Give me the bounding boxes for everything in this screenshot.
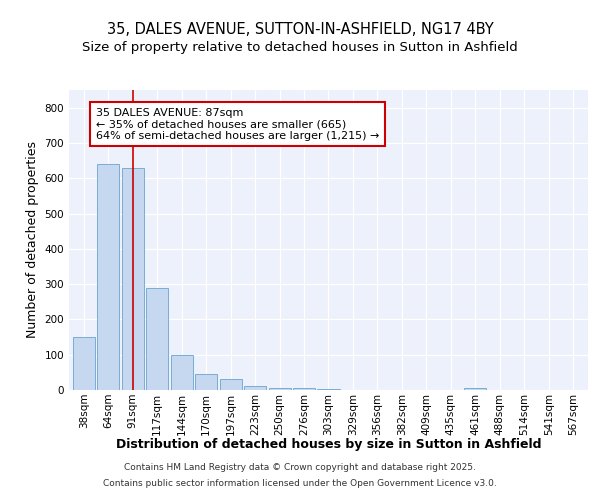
Bar	[146, 288, 168, 390]
Y-axis label: Number of detached properties: Number of detached properties	[26, 142, 39, 338]
Bar	[122, 168, 143, 390]
Text: Contains public sector information licensed under the Open Government Licence v3: Contains public sector information licen…	[103, 478, 497, 488]
Text: 35 DALES AVENUE: 87sqm
← 35% of detached houses are smaller (665)
64% of semi-de: 35 DALES AVENUE: 87sqm ← 35% of detached…	[96, 108, 379, 141]
X-axis label: Distribution of detached houses by size in Sutton in Ashfield: Distribution of detached houses by size …	[116, 438, 541, 450]
Bar	[170, 354, 193, 390]
Bar	[97, 164, 119, 390]
Bar	[195, 374, 217, 390]
Bar	[269, 388, 290, 390]
Bar	[244, 386, 266, 390]
Bar	[73, 337, 95, 390]
Bar	[464, 388, 487, 390]
Text: Size of property relative to detached houses in Sutton in Ashfield: Size of property relative to detached ho…	[82, 41, 518, 54]
Text: 35, DALES AVENUE, SUTTON-IN-ASHFIELD, NG17 4BY: 35, DALES AVENUE, SUTTON-IN-ASHFIELD, NG…	[107, 22, 493, 38]
Bar	[220, 380, 242, 390]
Bar	[293, 388, 315, 390]
Text: Contains HM Land Registry data © Crown copyright and database right 2025.: Contains HM Land Registry data © Crown c…	[124, 464, 476, 472]
